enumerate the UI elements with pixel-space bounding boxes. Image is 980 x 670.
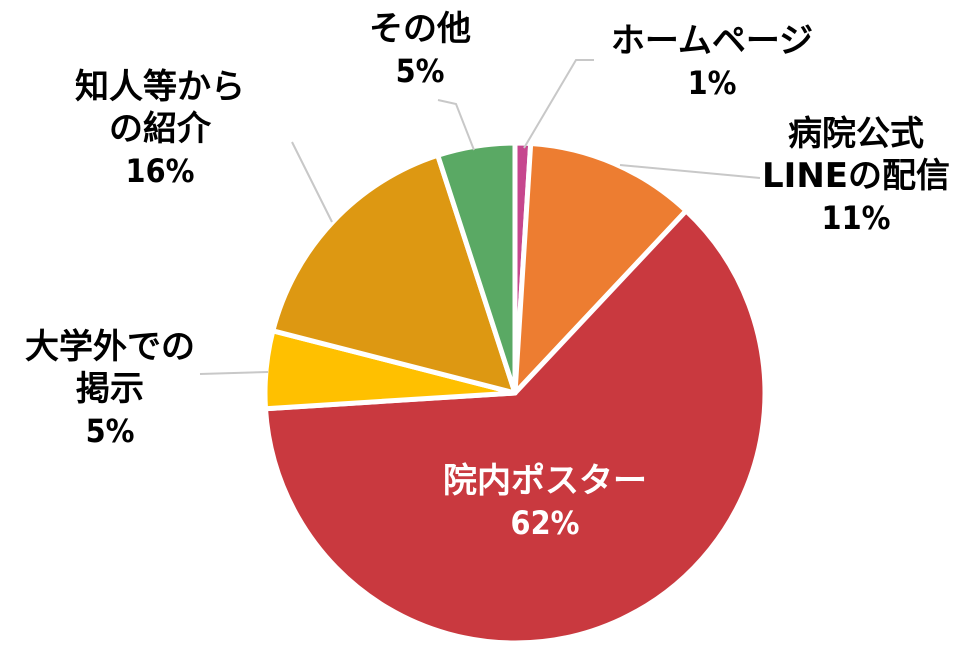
slice-label: 院内ポスター [443, 461, 647, 501]
slice-percentage: 16% [126, 152, 195, 190]
slice-percentage: 5% [86, 412, 135, 450]
slice-percentage: 5% [396, 52, 445, 90]
leader-line [619, 164, 761, 179]
slice-label: LINEの配信 [762, 156, 950, 196]
slice-percentage: 11% [822, 199, 891, 237]
pie-slice [435, 140, 518, 396]
leader-line [523, 59, 594, 149]
slice-label: 病院公式 [788, 114, 924, 154]
pie-slices [262, 140, 768, 646]
slice-label: ホームページ [611, 21, 813, 61]
slice-label: 知人等から [75, 67, 245, 107]
slice-label: 大学外での [25, 327, 195, 367]
slice-label: その他 [369, 9, 471, 49]
slice-percentage: 1% [688, 64, 737, 102]
leader-line [437, 99, 475, 151]
slice-labels: ホームページ1%病院公式LINEの配信11%院内ポスター62%大学外での掲示5%… [25, 9, 950, 542]
leader-lines [199, 59, 761, 375]
slice-percentage: 62% [511, 504, 580, 542]
slice-label: の紹介 [109, 109, 212, 149]
pie-slice [262, 208, 768, 646]
pie-slice [512, 140, 689, 396]
leader-line [199, 371, 269, 375]
slice-label: 掲示 [76, 369, 144, 409]
leader-line [291, 141, 333, 223]
